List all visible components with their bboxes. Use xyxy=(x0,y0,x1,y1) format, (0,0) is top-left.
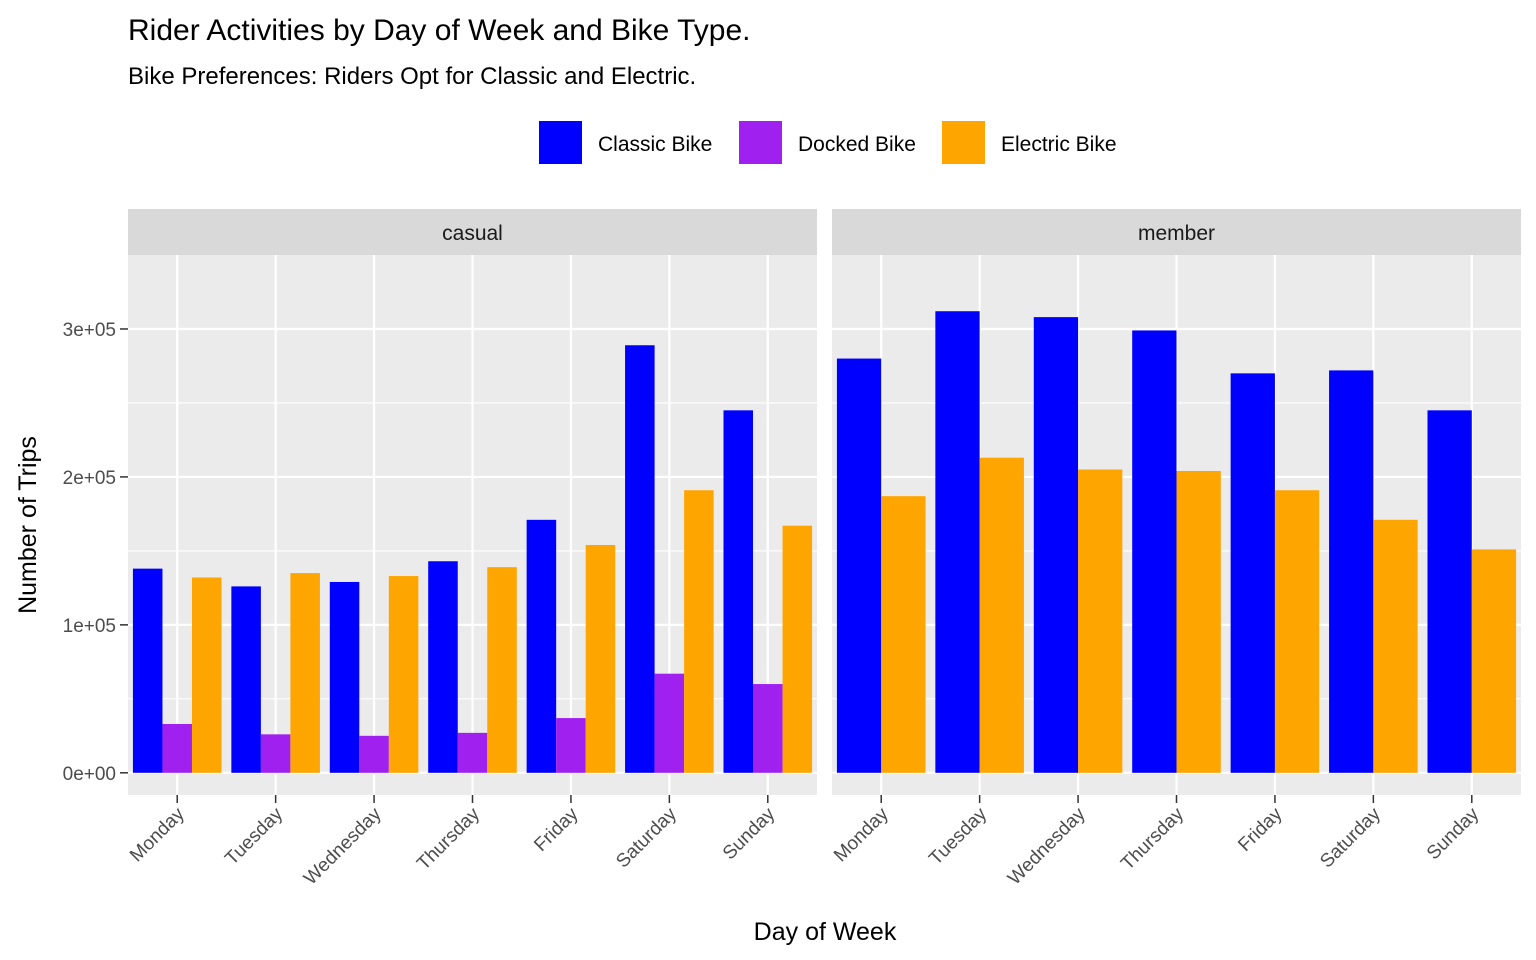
bar-casual-docked-bike-friday xyxy=(556,718,586,773)
legend-key-docked-bike xyxy=(739,121,782,164)
legend-label-classic-bike: Classic Bike xyxy=(598,133,712,156)
facet-strip-label: casual xyxy=(442,222,503,245)
bar-casual-electric-bike-sunday xyxy=(782,525,813,773)
x-tick-label: Sunday xyxy=(1423,803,1484,864)
facet-panel-casual: casual Monday Tuesday Wednesday Thursday Frid… xyxy=(63,209,817,889)
y-tick-label: 2e+05 xyxy=(63,468,116,489)
x-tick-label: Monday xyxy=(830,803,893,866)
x-tick-label: Wednesday xyxy=(1004,803,1090,889)
x-tick-label: Saturday xyxy=(612,803,681,872)
bar-casual-electric-bike-tuesday xyxy=(290,573,320,773)
bar-casual-electric-bike-wednesday xyxy=(388,576,419,773)
bar-casual-electric-bike-saturday xyxy=(684,490,714,773)
bar-member-classic-bike-wednesday xyxy=(1033,317,1079,773)
bar-casual-docked-bike-sunday xyxy=(753,684,783,773)
bar-casual-electric-bike-thursday xyxy=(487,567,517,773)
x-tick-label: Wednesday xyxy=(300,803,386,889)
bar-member-classic-bike-thursday xyxy=(1132,330,1177,773)
bar-casual-classic-bike-saturday xyxy=(625,345,655,773)
x-tick-label: Thursday xyxy=(1117,803,1188,874)
y-tick-label: 1e+05 xyxy=(63,616,116,637)
y-tick-label: 0e+00 xyxy=(63,764,116,785)
legend-label-electric-bike: Electric Bike xyxy=(1001,133,1117,156)
bar-member-classic-bike-friday xyxy=(1230,373,1275,773)
bar-casual-classic-bike-friday xyxy=(526,519,557,773)
x-tick-label: Friday xyxy=(530,803,583,856)
bar-member-classic-bike-tuesday xyxy=(935,311,980,773)
bar-member-electric-bike-friday xyxy=(1274,490,1320,773)
y-tick-label: 3e+05 xyxy=(63,320,116,341)
bar-casual-classic-bike-tuesday xyxy=(231,586,261,773)
legend-key-classic-bike xyxy=(539,121,582,164)
bar-casual-classic-bike-monday xyxy=(132,568,163,773)
bar-casual-classic-bike-sunday xyxy=(723,410,754,773)
legend-label-docked-bike: Docked Bike xyxy=(798,133,916,156)
bar-casual-docked-bike-saturday xyxy=(654,673,685,773)
x-tick-label: Friday xyxy=(1234,803,1287,856)
bar-casual-docked-bike-wednesday xyxy=(359,735,389,773)
bar-member-electric-bike-sunday xyxy=(1471,549,1517,773)
bar-member-classic-bike-monday xyxy=(836,358,882,773)
bar-casual-classic-bike-thursday xyxy=(428,561,458,773)
bar-casual-docked-bike-tuesday xyxy=(260,734,291,773)
x-tick-label: Tuesday xyxy=(925,803,991,869)
facet-strip xyxy=(832,209,1521,255)
bar-casual-electric-bike-monday xyxy=(191,577,222,773)
bar-casual-docked-bike-thursday xyxy=(457,732,488,773)
bar-casual-classic-bike-wednesday xyxy=(329,581,360,773)
legend-key-electric-bike xyxy=(942,121,985,164)
chart-title: Rider Activities by Day of Week and Bike… xyxy=(128,14,751,47)
x-tick-label: Monday xyxy=(126,803,189,866)
x-tick-label: Saturday xyxy=(1316,803,1385,872)
legend: Classic Bike Docked Bike Electric Bike xyxy=(539,121,1117,164)
x-tick-label: Thursday xyxy=(413,803,484,874)
x-tick-label: Sunday xyxy=(719,803,780,864)
x-axis-title: Day of Week xyxy=(754,918,897,946)
facet-strip xyxy=(128,209,817,255)
bar-member-electric-bike-tuesday xyxy=(979,457,1024,773)
bar-member-electric-bike-saturday xyxy=(1373,519,1418,773)
bar-member-electric-bike-wednesday xyxy=(1078,469,1123,773)
bar-member-electric-bike-monday xyxy=(881,496,926,773)
y-axis-title: Number of Trips xyxy=(14,436,42,614)
bar-casual-docked-bike-monday xyxy=(162,723,192,773)
bar-member-electric-bike-thursday xyxy=(1176,471,1221,773)
x-tick-label: Tuesday xyxy=(221,803,287,869)
facet-panel-member: member Monday Tuesday Wednesday Thursday Frid… xyxy=(830,209,1521,889)
bar-member-classic-bike-sunday xyxy=(1427,410,1472,773)
bar-member-classic-bike-saturday xyxy=(1329,370,1374,773)
facet-strip-label: member xyxy=(1138,222,1215,245)
bar-casual-electric-bike-friday xyxy=(585,544,616,773)
chart-subtitle: Bike Preferences: Riders Opt for Classic… xyxy=(128,63,696,90)
